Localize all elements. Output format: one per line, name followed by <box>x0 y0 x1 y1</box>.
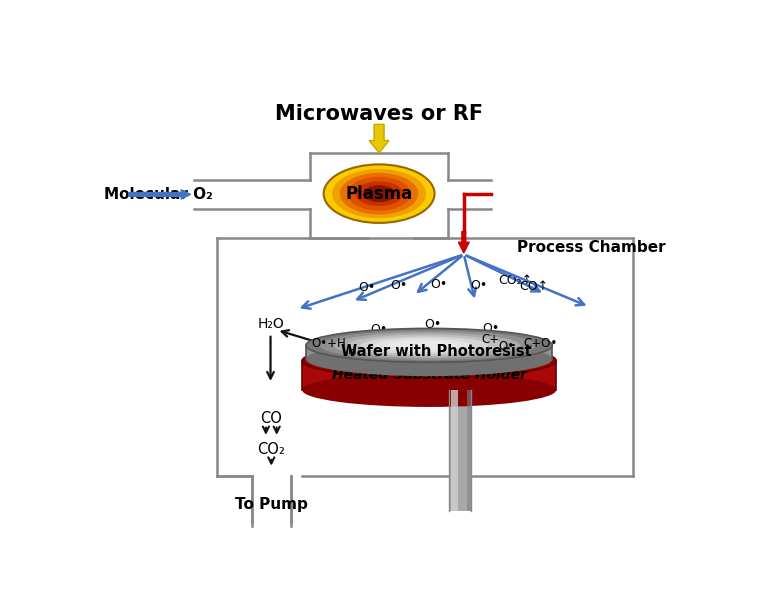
Polygon shape <box>306 346 552 359</box>
Text: O•: O• <box>482 322 499 335</box>
Text: Heated Substrate Holder: Heated Substrate Holder <box>331 368 527 382</box>
Text: C+O•: C+O• <box>524 337 558 350</box>
Ellipse shape <box>320 331 537 360</box>
Text: O•: O• <box>390 279 408 292</box>
Text: CO↑: CO↑ <box>520 280 549 293</box>
Polygon shape <box>302 361 556 390</box>
Ellipse shape <box>388 341 457 350</box>
Ellipse shape <box>361 337 488 354</box>
Ellipse shape <box>324 164 434 223</box>
Bar <box>467 390 471 511</box>
Ellipse shape <box>320 346 538 376</box>
Ellipse shape <box>373 353 485 368</box>
Ellipse shape <box>332 169 426 218</box>
Text: CO₂: CO₂ <box>258 442 285 457</box>
Text: Molecular O₂: Molecular O₂ <box>105 187 213 202</box>
Text: H₂O: H₂O <box>257 317 284 331</box>
Text: O•: O• <box>498 340 514 353</box>
Text: O•: O• <box>358 281 375 295</box>
Text: O•: O• <box>371 323 388 337</box>
Bar <box>449 390 471 511</box>
Ellipse shape <box>363 185 395 202</box>
Ellipse shape <box>306 328 552 362</box>
Text: O•: O• <box>424 318 441 331</box>
Ellipse shape <box>348 177 411 211</box>
Text: CO: CO <box>261 411 282 426</box>
Text: CO₂↑: CO₂↑ <box>498 274 532 287</box>
Ellipse shape <box>333 332 521 358</box>
Ellipse shape <box>302 373 556 407</box>
Text: O•: O• <box>470 279 488 292</box>
FancyArrow shape <box>129 190 191 199</box>
FancyArrow shape <box>369 124 389 153</box>
Text: H: H <box>348 344 357 357</box>
Text: Microwaves or RF: Microwaves or RF <box>275 104 483 124</box>
Ellipse shape <box>302 344 556 377</box>
Ellipse shape <box>374 338 473 352</box>
Text: C+: C+ <box>481 332 500 346</box>
FancyArrow shape <box>458 232 469 253</box>
Text: To Pump: To Pump <box>235 497 308 512</box>
Ellipse shape <box>355 181 403 206</box>
Ellipse shape <box>355 351 503 371</box>
Ellipse shape <box>340 173 418 214</box>
Text: Plasma: Plasma <box>345 185 413 203</box>
Text: O•: O• <box>430 278 448 290</box>
Ellipse shape <box>338 349 521 373</box>
Bar <box>451 390 458 511</box>
Ellipse shape <box>306 342 552 376</box>
Text: Wafer with Photoresist: Wafer with Photoresist <box>341 344 532 359</box>
Text: O•+H: O•+H <box>311 337 346 350</box>
Text: Process Chamber: Process Chamber <box>517 240 665 255</box>
Ellipse shape <box>347 335 504 356</box>
